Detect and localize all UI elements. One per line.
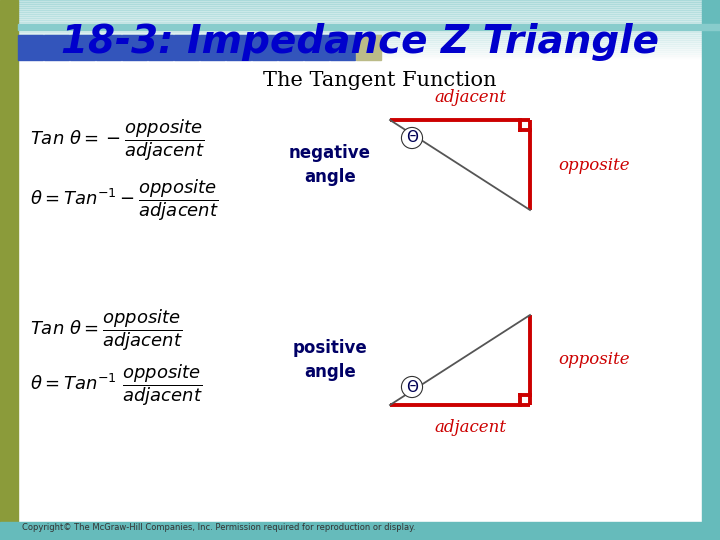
Bar xyxy=(0,22,720,24)
Text: negative
angle: negative angle xyxy=(289,144,371,186)
Text: $\theta = \mathit{Tan}^{-1}\ \dfrac{\mathit{opposite}}{\mathit{adjacent}}$: $\theta = \mathit{Tan}^{-1}\ \dfrac{\mat… xyxy=(30,362,203,408)
Bar xyxy=(702,0,720,540)
Bar xyxy=(18,24,720,30)
Bar xyxy=(0,10,720,12)
Text: $\theta = \mathit{Tan}^{-1} -\dfrac{\mathit{opposite}}{\mathit{adjacent}}$: $\theta = \mathit{Tan}^{-1} -\dfrac{\mat… xyxy=(30,177,219,223)
Bar xyxy=(70,35,95,60)
Bar xyxy=(0,16,720,18)
Text: adjacent: adjacent xyxy=(434,89,506,106)
Text: opposite: opposite xyxy=(558,157,629,173)
Bar xyxy=(0,30,720,32)
Bar xyxy=(0,32,720,34)
Bar xyxy=(0,38,720,40)
Bar xyxy=(0,0,18,540)
Bar xyxy=(0,26,720,28)
Text: The Tangent Function: The Tangent Function xyxy=(264,71,497,90)
Bar xyxy=(278,35,303,60)
Text: Θ: Θ xyxy=(406,380,418,395)
Bar xyxy=(0,28,720,30)
Text: adjacent: adjacent xyxy=(434,419,506,436)
Bar xyxy=(304,35,329,60)
Bar xyxy=(0,0,720,2)
Bar xyxy=(0,6,720,8)
Text: positive
angle: positive angle xyxy=(292,339,367,381)
Text: opposite: opposite xyxy=(558,352,629,368)
Bar xyxy=(0,48,720,50)
Text: $\mathit{Tan}\ \theta = -\dfrac{\mathit{opposite}}{\mathit{adjacent}}$: $\mathit{Tan}\ \theta = -\dfrac{\mathit{… xyxy=(30,117,205,163)
Bar xyxy=(0,2,720,4)
Bar xyxy=(0,54,720,56)
Bar xyxy=(44,35,69,60)
Bar xyxy=(0,42,720,44)
Bar xyxy=(0,56,720,58)
Bar xyxy=(356,35,381,60)
Bar xyxy=(148,35,173,60)
Bar xyxy=(330,35,355,60)
Bar xyxy=(226,35,251,60)
Bar xyxy=(0,50,720,52)
Bar xyxy=(252,35,277,60)
Text: $\mathit{Tan}\ \theta = \dfrac{\mathit{opposite}}{\mathit{adjacent}}$: $\mathit{Tan}\ \theta = \dfrac{\mathit{o… xyxy=(30,307,183,353)
Bar xyxy=(0,52,720,54)
Bar xyxy=(0,4,720,6)
Bar xyxy=(174,35,199,60)
Text: Θ: Θ xyxy=(406,131,418,145)
Bar xyxy=(0,44,720,46)
Bar xyxy=(96,35,121,60)
Bar xyxy=(200,35,225,60)
Bar xyxy=(0,12,720,14)
Bar xyxy=(0,34,720,36)
Bar xyxy=(0,40,720,42)
Bar xyxy=(18,35,43,60)
Bar xyxy=(0,46,720,48)
Bar xyxy=(0,8,720,10)
Bar xyxy=(0,24,720,26)
Bar xyxy=(0,36,720,38)
Text: 18-3: Impedance Z Triangle: 18-3: Impedance Z Triangle xyxy=(61,23,659,61)
Bar xyxy=(122,35,147,60)
Bar xyxy=(0,522,720,540)
Bar xyxy=(0,14,720,16)
Bar xyxy=(0,20,720,22)
Bar xyxy=(0,18,720,20)
Text: Copyright© The McGraw-Hill Companies, Inc. Permission required for reproduction : Copyright© The McGraw-Hill Companies, In… xyxy=(22,523,415,532)
